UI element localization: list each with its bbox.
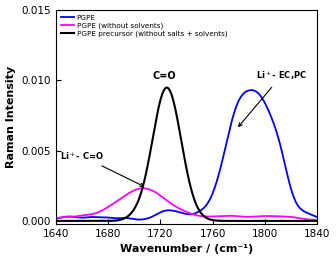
PGPE precursor (without salts + solvents) bbox=[310, 219, 314, 223]
PGPE precursor (without salts + solvents) bbox=[99, 219, 103, 223]
PGPE precursor (without salts + solvents) bbox=[53, 219, 57, 223]
PGPE (without solvents) bbox=[53, 217, 57, 220]
PGPE bbox=[282, 159, 286, 162]
PGPE precursor (without salts + solvents) bbox=[165, 86, 169, 89]
PGPE (without solvents) bbox=[154, 191, 158, 194]
PGPE precursor (without salts + solvents) bbox=[83, 219, 87, 223]
PGPE bbox=[137, 218, 141, 221]
PGPE bbox=[249, 89, 253, 92]
Y-axis label: Raman Intensity: Raman Intensity bbox=[6, 66, 15, 168]
Text: C=O: C=O bbox=[152, 72, 176, 81]
PGPE (without solvents) bbox=[99, 210, 103, 213]
Line: PGPE: PGPE bbox=[55, 90, 317, 220]
PGPE (without solvents) bbox=[315, 218, 319, 222]
PGPE precursor (without salts + solvents) bbox=[299, 219, 303, 223]
PGPE bbox=[315, 216, 319, 219]
PGPE bbox=[83, 216, 87, 219]
PGPE bbox=[99, 216, 103, 219]
PGPE bbox=[154, 213, 158, 216]
PGPE (without solvents) bbox=[165, 199, 169, 203]
PGPE bbox=[53, 217, 57, 220]
X-axis label: Wavenumber / (cm⁻¹): Wavenumber / (cm⁻¹) bbox=[120, 244, 253, 255]
PGPE (without solvents) bbox=[141, 187, 145, 190]
PGPE precursor (without salts + solvents) bbox=[165, 86, 169, 89]
Text: Li$^+$- C=O: Li$^+$- C=O bbox=[60, 150, 143, 186]
Line: PGPE precursor (without salts + solvents): PGPE precursor (without salts + solvents… bbox=[55, 88, 317, 221]
PGPE precursor (without salts + solvents) bbox=[282, 219, 286, 223]
PGPE (without solvents) bbox=[310, 218, 314, 221]
PGPE precursor (without salts + solvents) bbox=[315, 219, 319, 223]
PGPE bbox=[310, 213, 314, 217]
PGPE bbox=[165, 209, 169, 212]
PGPE precursor (without salts + solvents) bbox=[154, 119, 158, 122]
PGPE (without solvents) bbox=[83, 214, 87, 217]
PGPE (without solvents) bbox=[282, 215, 286, 218]
Line: PGPE (without solvents): PGPE (without solvents) bbox=[55, 188, 317, 220]
Legend: PGPE, PGPE (without solvents), PGPE precursor (without salts + solvents): PGPE, PGPE (without solvents), PGPE prec… bbox=[59, 13, 228, 39]
Text: Li$^+$- EC,PC: Li$^+$- EC,PC bbox=[239, 70, 307, 126]
